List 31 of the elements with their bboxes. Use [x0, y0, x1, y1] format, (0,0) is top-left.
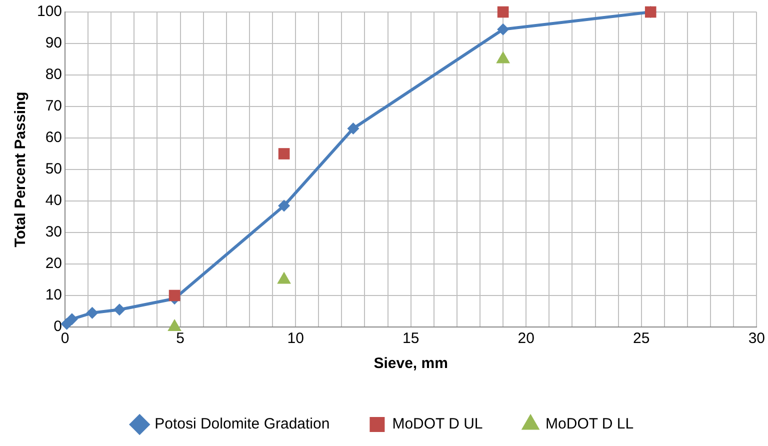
point — [66, 313, 78, 326]
x-axis-title: Sieve, mm — [374, 355, 448, 372]
point — [278, 200, 290, 212]
y-tick-label: 80 — [45, 66, 62, 84]
point — [86, 306, 98, 319]
legend-label: MoDOT D LL — [546, 416, 634, 433]
y-tick-label: 20 — [45, 255, 62, 272]
y-axis-title: Total Percent Passing — [12, 92, 30, 248]
point — [497, 23, 510, 36]
y-tick-label: 90 — [45, 34, 62, 52]
point — [278, 148, 290, 160]
x-tick-label: 5 — [176, 330, 184, 348]
y-tick-label: 30 — [45, 224, 62, 241]
x-tick-label: 30 — [748, 330, 765, 348]
point — [347, 122, 360, 135]
x-tick-label: 15 — [402, 330, 420, 348]
y-tick-label: 60 — [45, 129, 62, 146]
y-tick-label: 100 — [36, 3, 62, 20]
y-tick-label: 70 — [45, 98, 62, 115]
y-tick-label: 10 — [45, 286, 62, 304]
x-tick-label: 25 — [633, 330, 650, 348]
point — [113, 304, 126, 316]
y-tick-label: 50 — [45, 160, 62, 178]
point — [168, 290, 180, 302]
x-tick-label: 10 — [287, 330, 304, 348]
y-tick-label: 40 — [45, 192, 62, 210]
legend-label: MoDOT D UL — [392, 416, 483, 433]
legend-label: Potosi Dolomite Gradation — [154, 416, 330, 433]
point — [497, 6, 509, 18]
y-tick-label: 0 — [54, 318, 62, 336]
x-tick-label: 20 — [518, 330, 534, 348]
